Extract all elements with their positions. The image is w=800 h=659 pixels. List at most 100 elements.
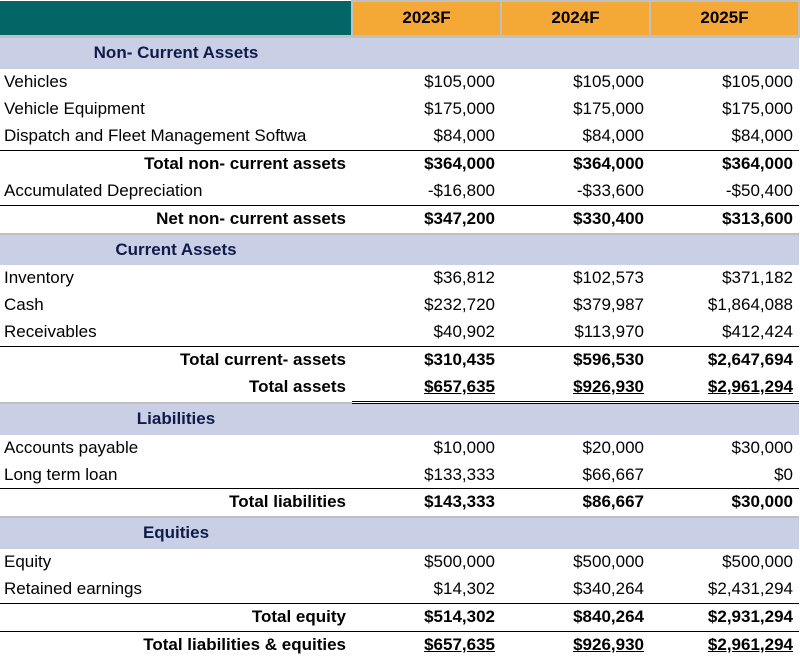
subtotal-value-2: $30,000 (650, 489, 799, 517)
subtotal-label: Total liabilities & equities (0, 632, 352, 659)
row-value-0: $84,000 (352, 123, 501, 150)
row-value-0: $10,000 (352, 435, 501, 462)
subtotal-value-0: $347,200 (352, 205, 501, 233)
subtotal-value-2: $2,961,294 (650, 374, 799, 402)
section-blank (352, 234, 501, 266)
data-row: Dispatch and Fleet Management Softwa$84,… (0, 123, 799, 150)
subtotal-value-2: $313,600 (650, 205, 799, 233)
row-value-0: $105,000 (352, 69, 501, 96)
row-value-2: $412,424 (650, 319, 799, 346)
row-value-2: $0 (650, 462, 799, 489)
section-blank (501, 517, 650, 549)
header-row: 2023F2024F2025F (0, 1, 799, 36)
subtotal-value-1: $840,264 (501, 604, 650, 632)
section-header: Equities (0, 517, 799, 549)
subtotal-value-0: $657,635 (352, 632, 501, 659)
row-value-1: $175,000 (501, 96, 650, 123)
row-value-2: $30,000 (650, 435, 799, 462)
subtotal-value-0: $364,000 (352, 150, 501, 177)
subtotal-label: Total current- assets (0, 347, 352, 374)
subtotal-value-0: -$16,800 (352, 178, 501, 205)
row-value-1: $102,573 (501, 265, 650, 292)
row-label: Retained earnings (0, 576, 352, 603)
data-row: Cash$232,720$379,987$1,864,088 (0, 292, 799, 319)
row-label: Cash (0, 292, 352, 319)
section-header: Non- Current Assets (0, 36, 799, 68)
row-value-1: $379,987 (501, 292, 650, 319)
section-blank (650, 234, 799, 266)
row-value-0: $133,333 (352, 462, 501, 489)
row-value-2: $500,000 (650, 549, 799, 576)
subtotal-value-1: $364,000 (501, 150, 650, 177)
row-value-2: $84,000 (650, 123, 799, 150)
section-blank (352, 403, 501, 435)
row-value-2: $105,000 (650, 69, 799, 96)
section-title: Non- Current Assets (0, 36, 352, 68)
subtotal-row: Total current- assets$310,435$596,530$2,… (0, 347, 799, 374)
subtotal-value-2: $364,000 (650, 150, 799, 177)
subtotal-label: Accumulated Depreciation (0, 178, 352, 205)
subtotal-row: Total equity$514,302$840,264$2,931,294 (0, 604, 799, 632)
section-blank (501, 234, 650, 266)
row-value-1: $84,000 (501, 123, 650, 150)
section-blank (501, 403, 650, 435)
data-row: Vehicles$105,000$105,000$105,000 (0, 69, 799, 96)
subtotal-value-1: $926,930 (501, 632, 650, 659)
data-row: Vehicle Equipment$175,000$175,000$175,00… (0, 96, 799, 123)
row-label: Vehicle Equipment (0, 96, 352, 123)
section-title: Liabilities (0, 403, 352, 435)
header-year-1: 2024F (501, 1, 650, 36)
row-label: Receivables (0, 319, 352, 346)
row-value-2: $1,864,088 (650, 292, 799, 319)
header-year-0: 2023F (352, 1, 501, 36)
data-row: Inventory$36,812$102,573$371,182 (0, 265, 799, 292)
subtotal-row: Net non- current assets$347,200$330,400$… (0, 205, 799, 233)
header-blank (0, 1, 352, 36)
section-blank (650, 517, 799, 549)
subtotal-value-0: $310,435 (352, 347, 501, 374)
subtotal-label: Net non- current assets (0, 205, 352, 233)
row-value-1: $20,000 (501, 435, 650, 462)
subtotal-value-1: -$33,600 (501, 178, 650, 205)
subtotal-label: Total non- current assets (0, 150, 352, 177)
subtotal-value-1: $86,667 (501, 489, 650, 517)
subtotal-row: Total liabilities & equities$657,635$926… (0, 632, 799, 659)
subtotal-value-0: $143,333 (352, 489, 501, 517)
row-value-1: $105,000 (501, 69, 650, 96)
section-blank (501, 36, 650, 68)
row-value-0: $40,902 (352, 319, 501, 346)
section-title: Current Assets (0, 234, 352, 266)
row-value-2: $2,431,294 (650, 576, 799, 603)
subtotal-value-2: -$50,400 (650, 178, 799, 205)
section-header: Liabilities (0, 403, 799, 435)
subtotal-row: Total assets$657,635$926,930$2,961,294 (0, 374, 799, 402)
subtotal-value-2: $2,931,294 (650, 604, 799, 632)
subtotal-label: Total liabilities (0, 489, 352, 517)
row-value-0: $14,302 (352, 576, 501, 603)
subtotal-value-0: $657,635 (352, 374, 501, 402)
row-value-1: $113,970 (501, 319, 650, 346)
section-title: Equities (0, 517, 352, 549)
data-row: Equity$500,000$500,000$500,000 (0, 549, 799, 576)
row-value-0: $36,812 (352, 265, 501, 292)
row-label: Dispatch and Fleet Management Softwa (0, 123, 352, 150)
subtotal-value-1: $926,930 (501, 374, 650, 402)
section-blank (650, 36, 799, 68)
subtotal-value-2: $2,961,294 (650, 632, 799, 659)
row-value-0: $232,720 (352, 292, 501, 319)
subtotal-value-1: $596,530 (501, 347, 650, 374)
subtotal-row: Total liabilities$143,333$86,667$30,000 (0, 489, 799, 517)
subtotal-row: Accumulated Depreciation-$16,800-$33,600… (0, 178, 799, 205)
section-header: Current Assets (0, 234, 799, 266)
row-value-2: $371,182 (650, 265, 799, 292)
section-blank (352, 36, 501, 68)
row-label: Long term loan (0, 462, 352, 489)
data-row: Receivables$40,902$113,970$412,424 (0, 319, 799, 346)
row-value-1: $500,000 (501, 549, 650, 576)
row-label: Vehicles (0, 69, 352, 96)
subtotal-value-1: $330,400 (501, 205, 650, 233)
data-row: Accounts payable$10,000$20,000$30,000 (0, 435, 799, 462)
row-value-1: $340,264 (501, 576, 650, 603)
row-value-1: $66,667 (501, 462, 650, 489)
row-value-0: $175,000 (352, 96, 501, 123)
